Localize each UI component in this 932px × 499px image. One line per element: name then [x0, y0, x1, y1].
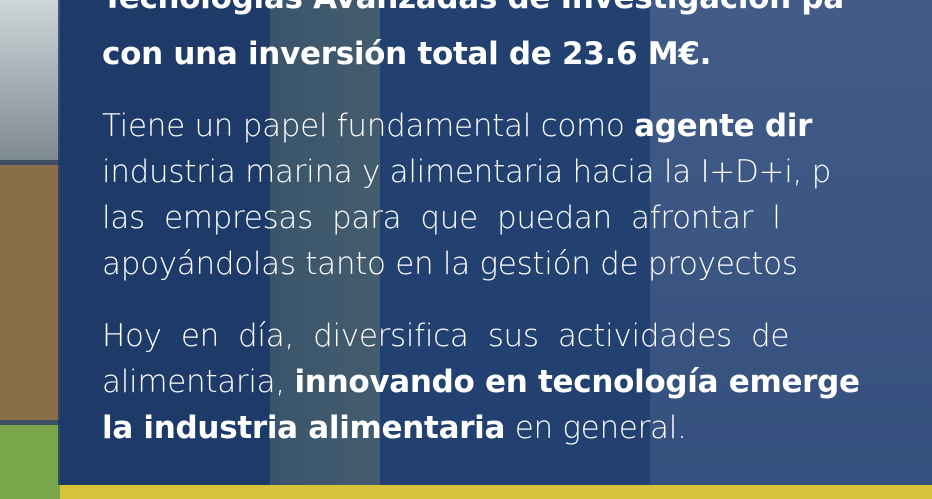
bold-text: Tecnologías Avanzadas de Investigación p…: [102, 0, 844, 16]
text-line: Tecnologías Avanzadas de Investigación p…: [102, 0, 844, 21]
text: industria marina y alimentaria hacia la …: [102, 154, 831, 190]
text-panel: Tecnologías Avanzadas de Investigación p…: [58, 0, 932, 485]
text: en general.: [505, 410, 686, 446]
text-line: las empresas para que puedan afrontar l: [102, 195, 781, 241]
text-line: con una inversión total de 23.6 M€.: [102, 31, 711, 77]
text-line: Tiene un papel fundamental como agente d…: [102, 103, 812, 149]
text-line: Hoy en día, diversifica sus actividades …: [102, 313, 789, 359]
text-line: la industria alimentaria en general.: [102, 405, 687, 451]
text: apoyándolas tanto en la gestión de proye…: [102, 246, 798, 282]
bold-text: innovando en tecnología emerge: [294, 364, 859, 400]
text: alimentaria,: [102, 364, 294, 400]
text: Tiene un papel fundamental como: [102, 108, 634, 144]
text-line: apoyándolas tanto en la gestión de proye…: [102, 241, 798, 287]
text-line: industria marina y alimentaria hacia la …: [102, 149, 831, 195]
bold-text: la industria alimentaria: [102, 410, 505, 446]
bold-text: con una inversión total de 23.6 M€.: [102, 36, 711, 72]
bold-text: agente dir: [634, 108, 812, 144]
text-line: alimentaria, innovando en tecnología eme…: [102, 359, 860, 405]
text: las empresas para que puedan afrontar l: [102, 200, 781, 236]
page: Tecnologías Avanzadas de Investigación p…: [0, 0, 932, 499]
text: Hoy en día, diversifica sus actividades …: [102, 318, 789, 354]
